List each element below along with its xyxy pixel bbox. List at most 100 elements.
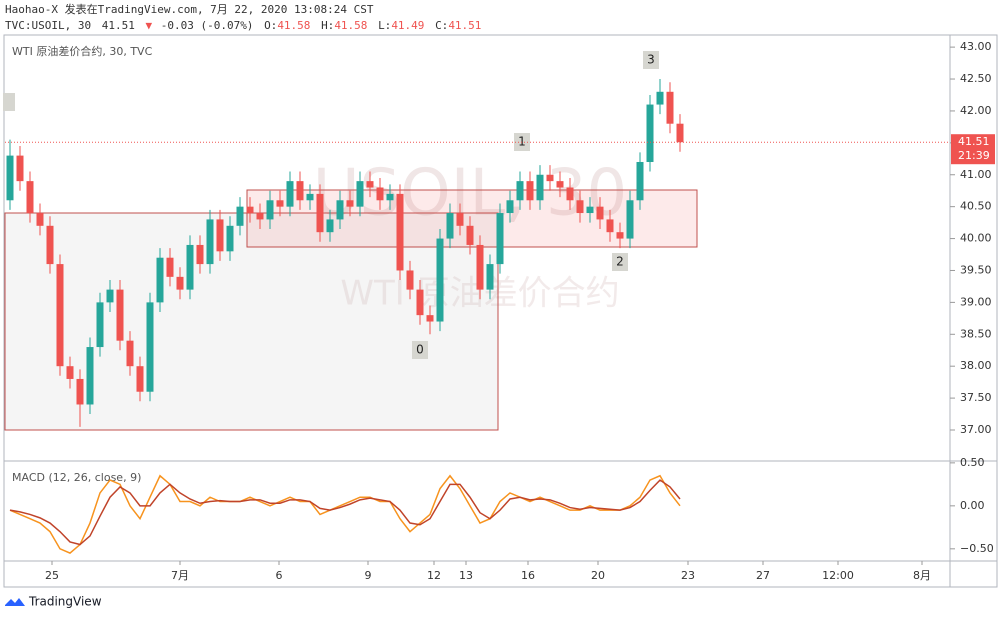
- candle-body: [666, 91, 674, 124]
- wave-label: 1: [518, 135, 526, 149]
- y-tick-label: 38.00: [960, 359, 992, 372]
- o-value: 41.58: [277, 19, 310, 32]
- candle-body: [336, 200, 344, 220]
- y-tick-label: 38.50: [960, 327, 992, 340]
- candle-body: [96, 302, 104, 348]
- candle-body: [526, 181, 534, 201]
- x-tick-label: 16: [521, 569, 535, 582]
- y-tick-label: 37.50: [960, 391, 992, 404]
- candle-body: [396, 193, 404, 271]
- candle-body: [216, 219, 224, 252]
- macd-legend: MACD (12, 26, close, 9): [12, 471, 141, 484]
- candle-body: [546, 174, 554, 182]
- y-tick-label: 42.50: [960, 72, 992, 85]
- logo: TradingView: [5, 595, 102, 609]
- change: -0.03 (-0.07%): [161, 19, 254, 32]
- symbol: TVC:USOIL, 30: [5, 19, 91, 32]
- y-tick-label: 0.00: [960, 499, 985, 512]
- candle-body: [86, 347, 94, 405]
- candle-body: [366, 181, 374, 188]
- last-price-box: [951, 134, 995, 165]
- candle-body: [26, 181, 34, 214]
- wave-label-bg: [412, 341, 428, 359]
- candle-body: [426, 315, 434, 322]
- candle-body: [6, 155, 14, 201]
- x-tick-label: 20: [591, 569, 605, 582]
- candle-body: [196, 244, 204, 265]
- candle-body: [166, 257, 174, 277]
- candle-body: [106, 289, 114, 303]
- logo-icon: [5, 598, 25, 606]
- y-tick-label: 42.00: [960, 104, 992, 117]
- candle-body: [76, 378, 84, 405]
- l-value: 41.49: [391, 19, 424, 32]
- candle-body: [516, 181, 524, 201]
- macd-line: [9, 479, 681, 546]
- x-tick-label: 12:00: [822, 569, 854, 582]
- candle-body: [276, 200, 284, 207]
- candle-body: [176, 276, 184, 290]
- candle-body: [36, 213, 44, 226]
- candle-body: [646, 104, 654, 162]
- candle-body: [186, 244, 194, 290]
- wave-label: 3: [647, 53, 655, 67]
- h-label: H:: [321, 19, 334, 32]
- candle-body: [126, 340, 134, 367]
- arrow: ▼: [145, 19, 152, 32]
- header-title: Haohao-X 发表在TradingView.com, 7月 22, 2020…: [5, 2, 374, 16]
- x-tick-label: 9: [365, 569, 372, 582]
- candle-body: [676, 123, 684, 143]
- candle-body: [226, 225, 234, 252]
- x-tick-label: 8月: [913, 569, 931, 582]
- candle-body: [46, 225, 54, 265]
- candle-body: [56, 264, 64, 367]
- last-price-label: 41.51: [958, 135, 990, 148]
- last: 41.51: [102, 19, 135, 32]
- candle-body: [66, 366, 74, 379]
- y-tick-label: 40.50: [960, 200, 992, 213]
- candle-body: [656, 91, 664, 105]
- candle-body: [486, 264, 494, 290]
- candle-body: [156, 257, 164, 303]
- candle-body: [446, 213, 454, 239]
- candle-body: [296, 181, 304, 201]
- candle-body: [566, 187, 574, 201]
- candle-body: [626, 200, 634, 239]
- candle-body: [116, 289, 124, 341]
- y-tick-label: 43.00: [960, 40, 992, 53]
- x-tick-label: 13: [459, 569, 473, 582]
- candle-body: [466, 225, 474, 245]
- wave-label-bg: [3, 93, 15, 111]
- pane-legend: WTI 原油差价合约, 30, TVC: [12, 44, 153, 58]
- c-label: C:: [435, 19, 448, 32]
- y-tick-label: 40.00: [960, 232, 992, 245]
- candle-body: [306, 193, 314, 201]
- candle-body: [416, 289, 424, 316]
- candle-body: [456, 213, 464, 226]
- candle-body: [246, 206, 254, 214]
- y-tick-label: 41.00: [960, 168, 992, 181]
- candle-body: [236, 206, 244, 226]
- candle-body: [256, 213, 264, 220]
- h-value: 41.58: [334, 19, 367, 32]
- candle-body: [356, 181, 364, 207]
- x-tick-label: 27: [756, 569, 770, 582]
- x-tick-label: 6: [276, 569, 283, 582]
- candle-body: [206, 219, 214, 265]
- candle-body: [506, 200, 514, 214]
- y-tick-label: −0.50: [960, 542, 994, 555]
- x-tick-label: 12: [427, 569, 441, 582]
- candle-body: [596, 206, 604, 220]
- c-value: 41.51: [448, 19, 481, 32]
- candle-body: [386, 193, 394, 201]
- header-quote: TVC:USOIL, 30 41.51 ▼ -0.03 (-0.07%) O:4…: [5, 19, 481, 32]
- y-tick-label: 37.00: [960, 423, 992, 436]
- candle-body: [266, 200, 274, 220]
- candle-body: [146, 302, 154, 392]
- candles: [6, 79, 684, 427]
- candle-body: [636, 161, 644, 201]
- x-tick-label: 7月: [171, 569, 189, 582]
- x-tick-label: 23: [681, 569, 695, 582]
